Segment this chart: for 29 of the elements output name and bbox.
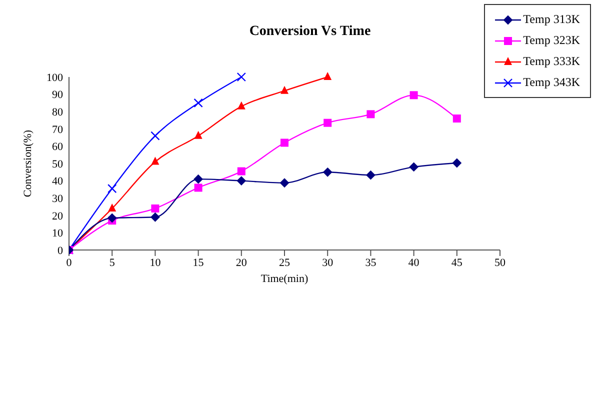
- y-tick-label: 0: [58, 244, 64, 257]
- y-tick-label: 70: [52, 124, 64, 136]
- y-tick-label: 40: [52, 176, 64, 188]
- y-tick-label: 10: [52, 228, 64, 240]
- y-tick-label: 90: [52, 89, 64, 102]
- x-tick-label: 0: [66, 256, 72, 269]
- y-axis-title: Conversion(%): [22, 130, 34, 198]
- y-tick-label: 30: [52, 193, 64, 206]
- x-axis-title: Time(min): [260, 273, 308, 285]
- x-tick-label: 30: [322, 256, 334, 269]
- legend-label: Temp 333K: [523, 54, 580, 69]
- x-tick-label: 25: [279, 256, 290, 269]
- x-tick-label: 5: [109, 256, 116, 269]
- y-tick-label: 100: [46, 72, 64, 84]
- legend-label: Temp 343K: [523, 75, 580, 90]
- x-tick-label: 45: [451, 256, 463, 269]
- legend-label: Temp 313K: [523, 12, 580, 27]
- x-tick-label: 35: [365, 256, 377, 269]
- y-tick-label: 20: [52, 210, 64, 222]
- x-tick-label: 20: [236, 256, 248, 269]
- x-tick-label: 15: [192, 256, 204, 269]
- chart-title: Conversion Vs Time: [248, 24, 372, 40]
- x-tick-label: 40: [408, 256, 420, 269]
- x-tick-label: 50: [494, 256, 506, 269]
- y-tick-label: 60: [52, 141, 64, 154]
- legend-label: Temp 323K: [523, 33, 580, 48]
- x-tick-label: 10: [150, 256, 162, 269]
- y-tick-label: 80: [52, 106, 64, 119]
- y-tick-label: 50: [52, 158, 64, 170]
